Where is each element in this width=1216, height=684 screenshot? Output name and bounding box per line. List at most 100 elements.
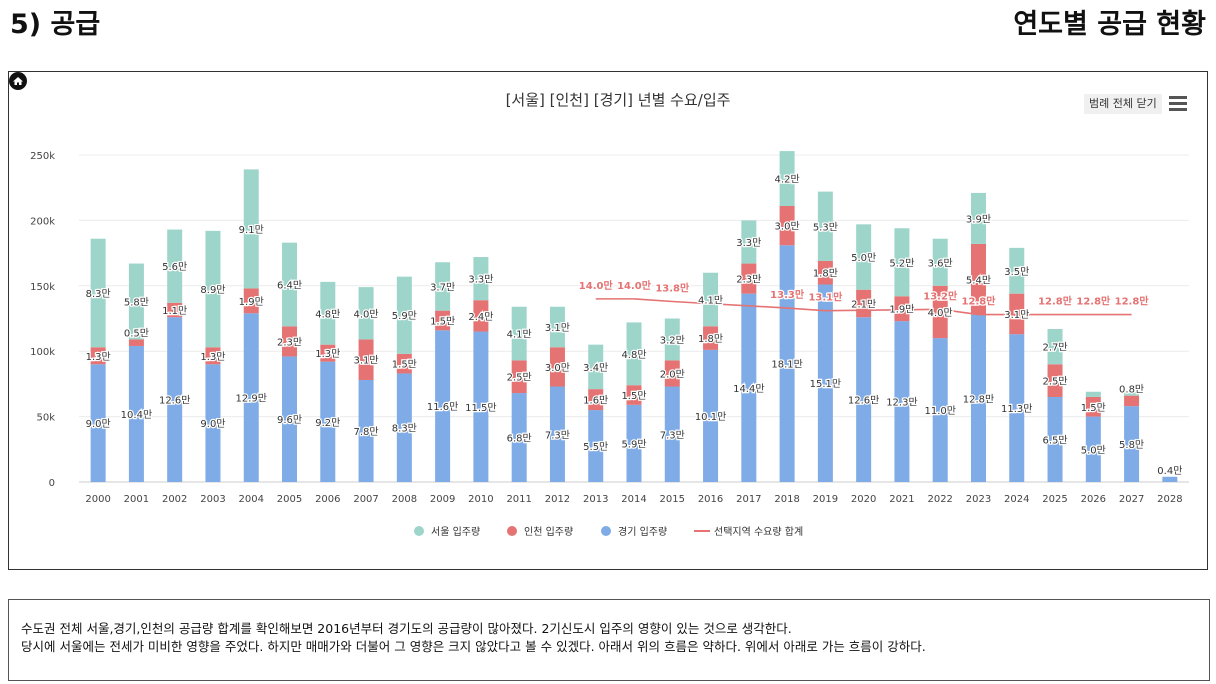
seoul-bar bbox=[396, 276, 412, 354]
seoul-bar bbox=[703, 272, 719, 327]
bar-data-label: 1.5만 bbox=[621, 390, 646, 402]
bar-data-label: 11.6만 bbox=[427, 401, 458, 413]
gyeonggi-bar bbox=[817, 284, 833, 482]
incheon-bar bbox=[549, 347, 565, 387]
seoul-bar bbox=[1009, 247, 1025, 294]
seoul-bar bbox=[128, 263, 144, 340]
seoul-bar bbox=[932, 238, 948, 286]
hamburger-menu-icon[interactable] bbox=[1169, 96, 1187, 112]
bar-data-label: 4.1만 bbox=[507, 329, 532, 341]
demand-data-label: 12.8만 bbox=[1076, 295, 1111, 308]
bar-data-label: 1.8만 bbox=[698, 333, 723, 345]
bar-data-label: 5.8만 bbox=[124, 296, 149, 308]
gyeonggi-bar bbox=[894, 321, 910, 482]
chart-panel: [서울] [인천] [경기] 년별 수요/입주 0 50k 100k 150k 200k… bbox=[8, 71, 1208, 570]
bar-data-label: 2.4만 bbox=[468, 311, 493, 323]
y-tick-label: 200k bbox=[30, 216, 55, 227]
incheon-bar bbox=[167, 302, 183, 318]
demand-data-label: 13.8만 bbox=[655, 281, 690, 294]
bar-data-label: 5.4만 bbox=[966, 274, 991, 286]
bar-data-label: 14.4만 bbox=[733, 383, 764, 395]
x-tick-label: 2002 bbox=[162, 494, 187, 505]
bar-data-label: 6.5만 bbox=[1042, 434, 1067, 446]
seoul-bar bbox=[473, 257, 489, 301]
legend-marker bbox=[414, 526, 424, 536]
bar-data-label: 2.5만 bbox=[507, 372, 532, 384]
x-tick-label: 2024 bbox=[1004, 494, 1029, 505]
bar-data-label: 3.4만 bbox=[583, 362, 608, 374]
page-heading: 연도별 공급 현황 bbox=[1013, 9, 1206, 40]
bar-data-label: 1.9만 bbox=[239, 296, 264, 308]
incheon-bar bbox=[932, 285, 948, 339]
bar-data-label: 1.3만 bbox=[315, 348, 340, 360]
bar-data-label: 3.1만 bbox=[1004, 309, 1029, 321]
x-tick-label: 2007 bbox=[353, 494, 378, 505]
house-logo-icon bbox=[9, 72, 27, 90]
legend-toggle-button[interactable]: 범례 전체 닫기 bbox=[1084, 94, 1162, 114]
x-tick-label: 2005 bbox=[277, 494, 302, 505]
gyeonggi-bar bbox=[779, 245, 795, 482]
y-tick-label: 50k bbox=[36, 413, 55, 424]
summary-text-box: 수도권 전체 서울,경기,인천의 공급량 합계를 확인해보면 2016년부터 경… bbox=[8, 599, 1210, 681]
x-tick-label: 2021 bbox=[889, 494, 914, 505]
demand-data-label: 14.0만 bbox=[617, 279, 652, 292]
seoul-bar bbox=[970, 192, 986, 244]
summary-line-1: 수도권 전체 서울,경기,인천의 공급량 합계를 확인해보면 2016년부터 경… bbox=[21, 621, 792, 636]
bar-data-label: 8.3만 bbox=[86, 288, 111, 300]
seoul-bar bbox=[779, 151, 795, 207]
bar-data-label: 8.3만 bbox=[392, 423, 417, 435]
gyeonggi-bar bbox=[282, 356, 298, 482]
x-tick-label: 2023 bbox=[966, 494, 991, 505]
bar-data-label: 4.8만 bbox=[315, 308, 340, 320]
bar-data-label: 1.5만 bbox=[392, 359, 417, 371]
bar-data-label: 5.6만 bbox=[162, 261, 187, 273]
x-tick-label: 2004 bbox=[239, 494, 264, 505]
incheon-bar bbox=[1047, 364, 1063, 397]
gyeonggi-bar bbox=[243, 313, 259, 482]
incheon-bar bbox=[626, 385, 642, 405]
bar-data-label: 3.7만 bbox=[430, 281, 455, 293]
bar-data-label: 5.8만 bbox=[1119, 439, 1144, 451]
bar-data-label: 5.9만 bbox=[392, 310, 417, 322]
bar-data-label: 3.0만 bbox=[775, 221, 800, 233]
bar-data-label: 1.6만 bbox=[583, 395, 608, 407]
x-tick-label: 2003 bbox=[200, 494, 225, 505]
incheon-bar bbox=[779, 206, 795, 246]
bar-data-label: 9.0만 bbox=[86, 418, 111, 430]
section-title: 5) 공급 bbox=[10, 9, 101, 40]
axis-layer: 0 50k 100k 150k 200k 250k 2000 2001 2002 2003 2004… bbox=[30, 151, 1182, 505]
bar-data-label: 2.7만 bbox=[1042, 342, 1067, 354]
supply-chart: [서울] [인천] [경기] 년별 수요/입주 0 50k 100k 150k 200k… bbox=[30, 91, 1189, 538]
bar-data-label: 4.8만 bbox=[621, 349, 646, 361]
bar-data-label: 1.3만 bbox=[200, 351, 225, 363]
x-tick-label: 2012 bbox=[545, 494, 570, 505]
gyeonggi-bar bbox=[396, 373, 412, 482]
seoul-bar bbox=[511, 306, 527, 361]
x-tick-label: 2026 bbox=[1081, 494, 1106, 505]
x-tick-label: 2000 bbox=[85, 494, 110, 505]
bar-data-label: 5.9만 bbox=[621, 438, 646, 450]
gyeonggi-bar bbox=[549, 386, 565, 482]
y-tick-label: 150k bbox=[30, 282, 55, 293]
seoul-bar bbox=[167, 229, 183, 303]
y-tick-label: 0 bbox=[49, 478, 55, 489]
demand-data-label: 13.3만 bbox=[770, 288, 805, 301]
bar-data-label: 9.6만 bbox=[277, 414, 302, 426]
bar-data-label: 12.8만 bbox=[963, 393, 994, 405]
x-tick-label: 2018 bbox=[774, 494, 799, 505]
bar-data-label: 9.1만 bbox=[239, 224, 264, 236]
x-tick-label: 2013 bbox=[583, 494, 608, 505]
chart-title: [서울] [인천] [경기] 년별 수요/입주 bbox=[506, 91, 731, 109]
seoul-bar bbox=[817, 191, 833, 261]
bar-data-label: 18.1만 bbox=[771, 359, 802, 371]
bar-data-label: 2.0만 bbox=[660, 368, 685, 380]
bar-data-label: 11.3만 bbox=[1001, 403, 1032, 415]
seoul-bar bbox=[435, 262, 451, 311]
incheon-bar bbox=[358, 339, 374, 380]
seoul-bar bbox=[282, 242, 298, 327]
bar-data-label: 7.8만 bbox=[354, 426, 379, 438]
incheon-bar bbox=[128, 339, 144, 346]
demand-data-label: 12.8만 bbox=[962, 295, 997, 308]
x-tick-label: 2025 bbox=[1042, 494, 1067, 505]
bar-data-label: 0.4만 bbox=[1157, 465, 1182, 477]
